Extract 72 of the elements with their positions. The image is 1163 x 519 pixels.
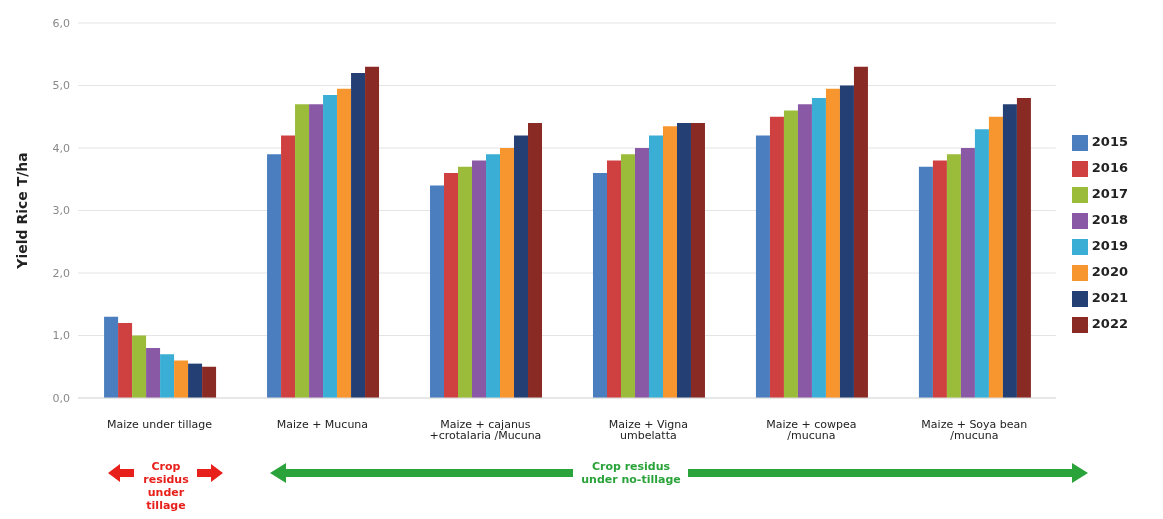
bar (528, 123, 543, 398)
bar (1002, 104, 1017, 398)
bar (281, 135, 296, 398)
y-tick-label: 3,0 (52, 204, 70, 218)
bar (783, 110, 798, 398)
x-tick-label: Maize + Mucuna (276, 417, 369, 431)
legend-label: 2018 (1091, 212, 1128, 227)
bar (676, 123, 691, 398)
bar (825, 88, 840, 398)
bar (811, 98, 826, 398)
bar (1016, 98, 1031, 398)
bar (458, 166, 473, 398)
bar (946, 154, 961, 398)
bar (118, 323, 133, 398)
x-tick-label: Maize + cajanus +crotalaria /Mucuna (429, 417, 542, 442)
bar (918, 166, 933, 398)
bar (839, 85, 854, 398)
legend-label: 2017 (1091, 186, 1128, 201)
bar (755, 135, 770, 398)
y-tick-label: 5,0 (52, 79, 70, 93)
bar (444, 173, 459, 398)
bar (430, 185, 445, 398)
x-tick-label: Maize + Soya bean /mucuna (921, 417, 1028, 442)
bar (295, 104, 310, 398)
bar (648, 135, 663, 398)
bar (500, 148, 515, 398)
bar (988, 116, 1003, 398)
bar (769, 116, 784, 398)
y-tick-label: 2,0 (52, 266, 70, 280)
legend-label: 2020 (1091, 264, 1128, 279)
bar (620, 154, 635, 398)
legend-label: 2016 (1091, 160, 1128, 175)
bar (592, 173, 607, 398)
bar (188, 363, 203, 398)
y-tick-label: 0,0 (52, 391, 70, 405)
bar (932, 160, 947, 398)
bar (797, 104, 812, 398)
bar (472, 160, 487, 398)
bar (351, 73, 366, 398)
bar (960, 148, 975, 398)
bar (853, 66, 868, 398)
legend-label: 2021 (1091, 290, 1128, 305)
y-tick-label: 1,0 (52, 329, 70, 343)
bar (267, 154, 282, 398)
bar (514, 135, 529, 398)
legend-label: 2019 (1091, 238, 1128, 253)
bar (146, 348, 161, 398)
x-tick-label: Maize under tillage (106, 417, 213, 431)
y-axis-title: Yield Rice T/ha (13, 152, 30, 270)
bar (104, 316, 119, 398)
bar (132, 335, 147, 398)
text: Crop residus under tillage (142, 460, 190, 512)
bar (606, 160, 621, 398)
y-tick-label: 6,0 (52, 16, 70, 30)
bar (365, 66, 380, 398)
x-tick-label: Maize + cowpea /mucuna (766, 417, 857, 442)
bar (486, 154, 501, 398)
bar (309, 104, 324, 398)
bar (974, 129, 989, 398)
bar (634, 148, 649, 398)
legend-label: 2022 (1091, 316, 1128, 331)
bar (174, 360, 189, 398)
bar (323, 94, 338, 398)
bar (690, 123, 705, 398)
y-tick-label: 4,0 (52, 141, 70, 155)
legend-label: 2015 (1091, 134, 1128, 149)
bar (662, 126, 677, 398)
x-tick-label: Maize + Vigna umbelatta (608, 417, 688, 442)
text: Crop residus under no-tillage (580, 460, 682, 486)
bar (337, 88, 352, 398)
bar (160, 354, 175, 398)
bar (202, 366, 217, 398)
